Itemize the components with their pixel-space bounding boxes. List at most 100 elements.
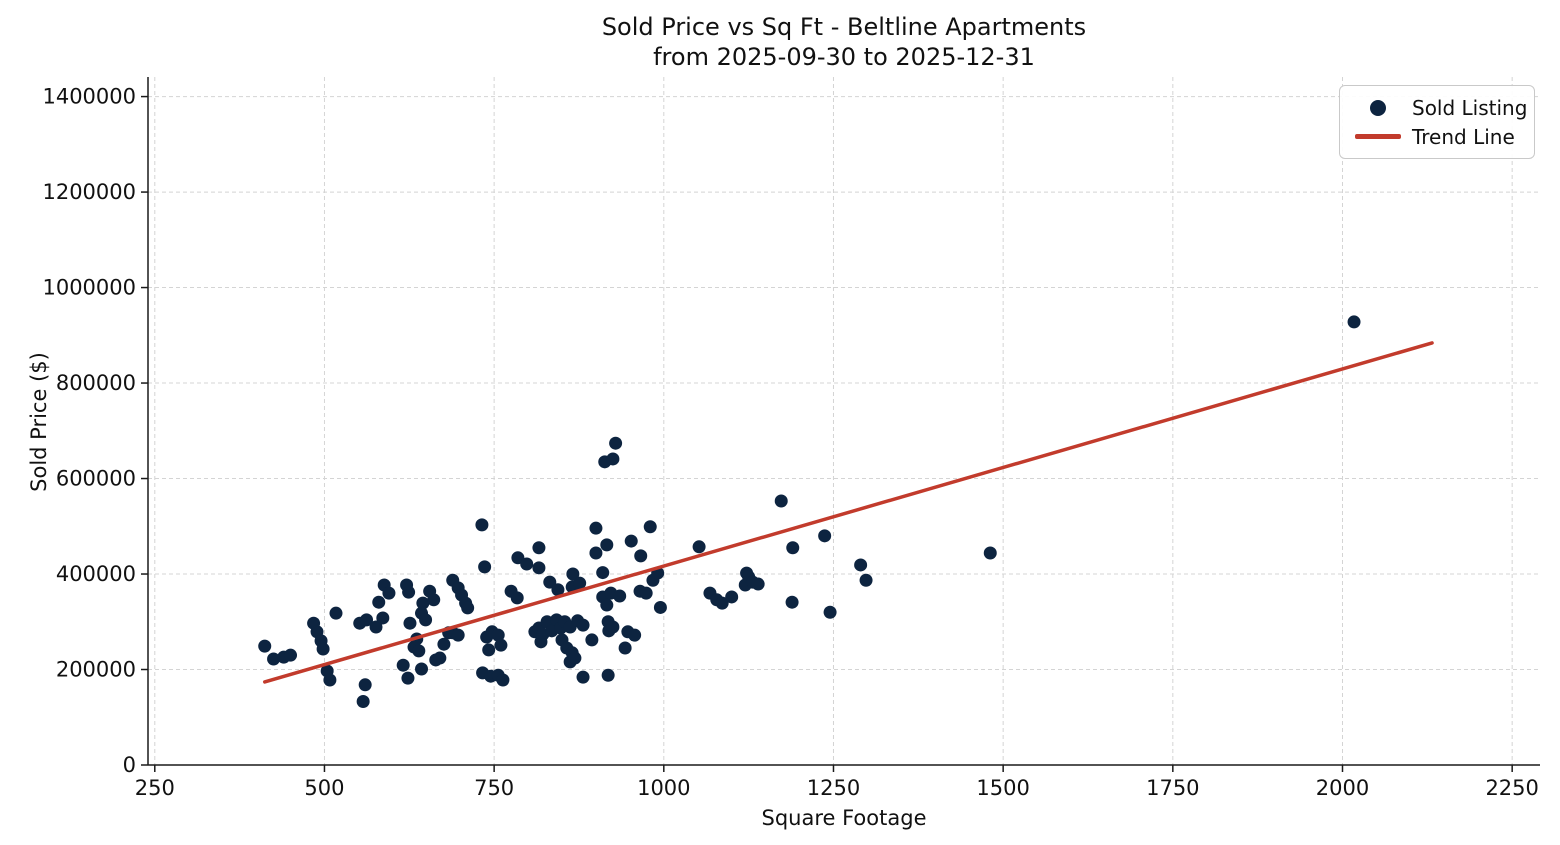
scatter-point bbox=[412, 644, 426, 658]
sold-listing-swatch bbox=[1352, 99, 1404, 116]
legend-label-trend-line: Trend Line bbox=[1412, 124, 1515, 149]
trend-line bbox=[262, 341, 1434, 684]
x-axis-label: Square Footage bbox=[761, 806, 927, 830]
scatter-point bbox=[576, 670, 590, 684]
x-tick-label: 1000 bbox=[637, 776, 690, 800]
scatter-point bbox=[323, 673, 337, 687]
y-tick-label: 1400000 bbox=[42, 85, 136, 109]
scatter-point bbox=[751, 577, 765, 591]
legend-label-sold-listing: Sold Listing bbox=[1412, 95, 1528, 120]
scatter-point bbox=[329, 606, 343, 620]
scatter-point bbox=[396, 658, 410, 672]
scatter-point bbox=[478, 560, 492, 574]
scatter-point bbox=[715, 596, 729, 610]
scatter-point bbox=[725, 590, 739, 604]
scatter-point bbox=[510, 591, 524, 605]
scatter-point bbox=[624, 534, 638, 548]
scatter-point bbox=[628, 628, 642, 642]
scatter-point bbox=[482, 643, 496, 657]
scatter-point bbox=[520, 557, 534, 571]
scatter-point bbox=[372, 595, 386, 609]
scatter-point bbox=[496, 673, 510, 687]
scatter-point bbox=[543, 575, 557, 589]
scatter-point bbox=[576, 618, 590, 632]
scatter-point bbox=[532, 541, 546, 555]
y-axis-label: Sold Price ($) bbox=[27, 352, 51, 492]
scatter-point bbox=[573, 576, 587, 590]
trend-line-icon bbox=[1355, 134, 1401, 139]
scatter-point bbox=[639, 586, 653, 600]
scatter-point bbox=[360, 613, 374, 627]
x-tick-label: 1500 bbox=[976, 776, 1029, 800]
scatter-point bbox=[859, 573, 873, 587]
scatter-point bbox=[613, 589, 627, 603]
scatter-point bbox=[403, 616, 417, 630]
scatter-point bbox=[433, 651, 447, 665]
scatter-point bbox=[643, 520, 657, 534]
scatter-point bbox=[356, 694, 370, 708]
scatter-point bbox=[402, 585, 416, 599]
scatter-point bbox=[532, 561, 546, 575]
scatter-point bbox=[376, 611, 390, 625]
scatter-point bbox=[692, 540, 706, 554]
scatter-point bbox=[494, 638, 508, 652]
scatter-point bbox=[606, 620, 620, 634]
scatter-point bbox=[258, 639, 272, 653]
scatter-point bbox=[1347, 315, 1361, 329]
scatter-point bbox=[600, 538, 614, 552]
legend-item-sold-listing: Sold Listing bbox=[1352, 93, 1527, 122]
scatter-marker-icon bbox=[1370, 99, 1386, 116]
scatter-point bbox=[491, 628, 505, 642]
scatter-point bbox=[983, 546, 997, 560]
scatter-point bbox=[461, 601, 475, 615]
scatter-point bbox=[609, 436, 623, 450]
chart-title-line2: from 2025-09-30 to 2025-12-31 bbox=[653, 43, 1035, 71]
scatter-point bbox=[585, 633, 599, 647]
legend: Sold Listing Trend Line bbox=[1339, 85, 1535, 159]
scatter-point bbox=[551, 583, 565, 597]
scatter-point bbox=[437, 637, 451, 651]
scatter-point bbox=[316, 642, 330, 656]
x-tick-label: 750 bbox=[474, 776, 514, 800]
scatter-point bbox=[416, 596, 430, 610]
scatter-point bbox=[606, 452, 620, 466]
scatter-point bbox=[419, 613, 433, 627]
scatter-point bbox=[284, 648, 298, 662]
scatter-point bbox=[601, 668, 615, 682]
scatter-point bbox=[589, 521, 603, 535]
chart-title: Sold Price vs Sq Ft - Beltline Apartment… bbox=[148, 12, 1540, 72]
scatter-point bbox=[786, 541, 800, 555]
x-tick-label: 500 bbox=[304, 776, 344, 800]
scatter-point bbox=[475, 518, 489, 532]
scatter-point bbox=[382, 586, 396, 600]
x-tick-label: 250 bbox=[135, 776, 175, 800]
x-tick-label: 2000 bbox=[1316, 776, 1369, 800]
scatter-point bbox=[823, 605, 837, 619]
x-tick-label: 1750 bbox=[1146, 776, 1199, 800]
chart-title-line1: Sold Price vs Sq Ft - Beltline Apartment… bbox=[601, 13, 1087, 41]
scatter-point bbox=[600, 598, 614, 612]
scatter-point bbox=[785, 595, 799, 609]
scatter-point bbox=[267, 652, 281, 666]
legend-item-trend-line: Trend Line bbox=[1352, 122, 1522, 151]
scatter-point bbox=[818, 529, 832, 543]
x-tick-label: 2250 bbox=[1485, 776, 1538, 800]
scatter-point bbox=[568, 651, 582, 665]
trend-line-swatch bbox=[1352, 134, 1404, 139]
scatter-point bbox=[566, 567, 580, 581]
y-tick-label: 0 bbox=[123, 753, 136, 777]
y-tick-label: 400000 bbox=[56, 562, 136, 586]
scatter-point bbox=[596, 566, 610, 580]
scatter-point bbox=[774, 494, 788, 508]
scatter-point bbox=[634, 549, 648, 563]
y-tick-label: 600000 bbox=[56, 467, 136, 491]
y-tick-label: 1200000 bbox=[42, 180, 136, 204]
scatter-point bbox=[618, 641, 632, 655]
x-tick-label: 1250 bbox=[807, 776, 860, 800]
scatter-point bbox=[854, 558, 868, 572]
y-tick-label: 1000000 bbox=[42, 276, 136, 300]
scatter-point bbox=[653, 600, 667, 614]
scatter-point bbox=[451, 628, 465, 642]
